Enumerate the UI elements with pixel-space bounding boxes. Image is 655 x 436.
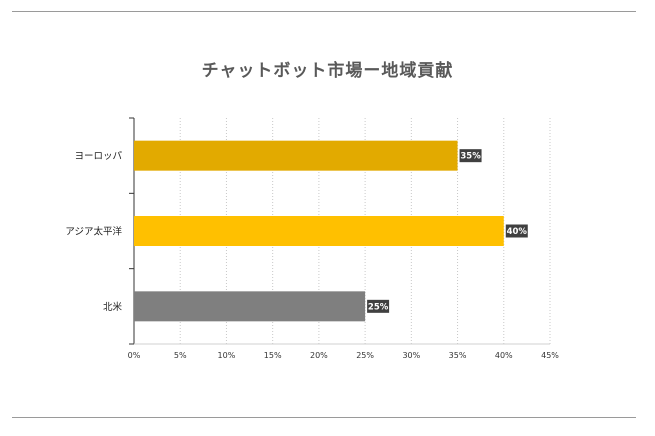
bars (134, 140, 504, 322)
bar (134, 291, 366, 322)
x-tick-label: 40% (495, 351, 513, 360)
bottom-divider (12, 417, 636, 418)
data-label-box (367, 299, 390, 313)
data-label-box (505, 224, 528, 238)
x-tick-label: 35% (449, 351, 467, 360)
category-label: 北米 (103, 301, 123, 313)
x-tick-label: 20% (310, 351, 328, 360)
x-tick-label: 15% (264, 351, 282, 360)
category-label: アジア太平洋 (65, 226, 122, 238)
bar (134, 140, 458, 171)
labels: 0% 5% 10% 15% 20% 25% 30% 35% 40% 45% ヨーロッパ 35% アジア太… (65, 149, 559, 360)
x-tick-label: 5% (174, 351, 187, 360)
data-label-box (459, 149, 482, 163)
x-tick-label: 25% (356, 351, 374, 360)
x-tick-label: 45% (541, 351, 559, 360)
chart-title: チャットボット市場ー地域貢献 (201, 61, 454, 81)
category-label: ヨーロッパ (74, 151, 122, 162)
x-tick-label: 0% (128, 351, 141, 360)
top-divider (12, 11, 636, 12)
data-label: 35% (460, 152, 481, 162)
bar (134, 216, 504, 246)
x-tick-label: 30% (402, 351, 420, 360)
data-label: 40% (507, 227, 528, 237)
data-label: 25% (368, 302, 389, 312)
x-tick-label: 10% (218, 351, 236, 360)
